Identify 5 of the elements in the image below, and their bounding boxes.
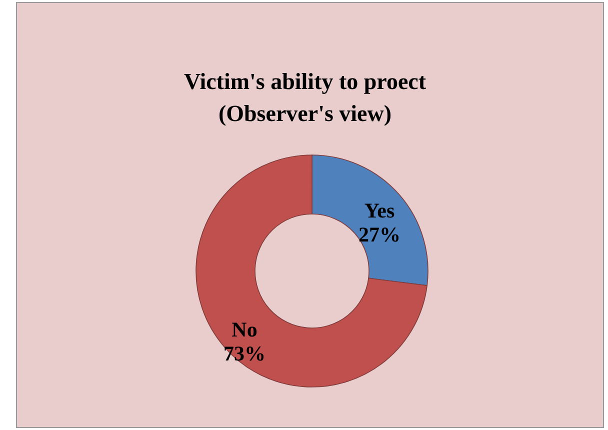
data-label: 27% [358,222,401,246]
slice-label: Yes [364,198,395,222]
donut-slice [196,154,428,388]
slice-label: No [232,318,258,342]
chart-title: Victim's ability to proect (Observer's view) [184,69,426,126]
